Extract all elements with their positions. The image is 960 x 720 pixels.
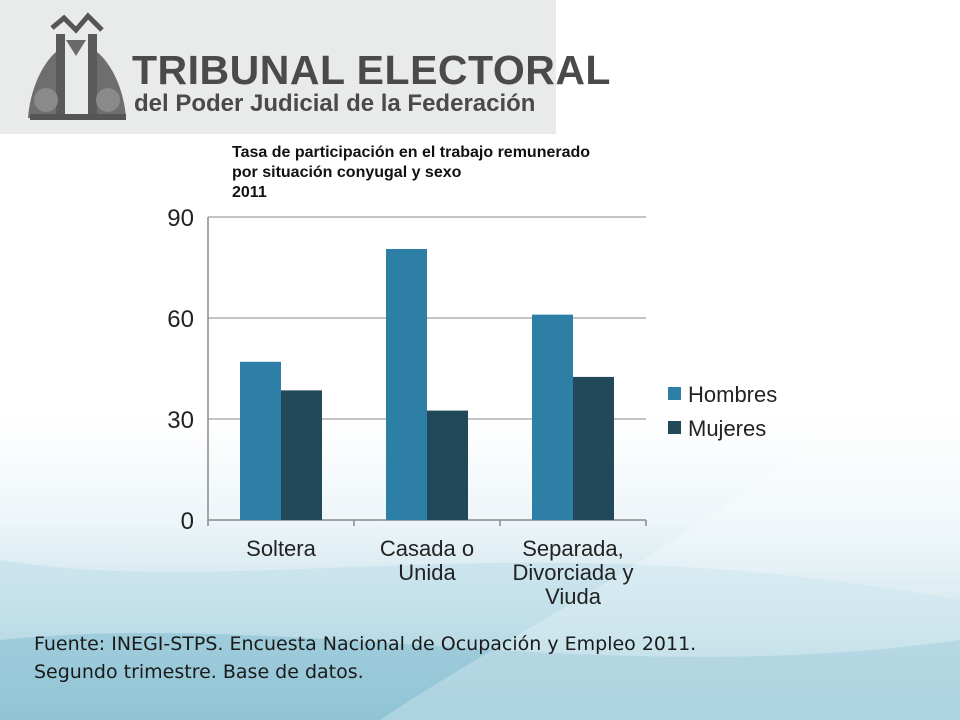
bar-mujeres — [281, 390, 322, 520]
logo-title: TRIBUNAL ELECTORAL — [132, 47, 611, 93]
tribunal-logo: TRIBUNAL ELECTORAL del Poder Judicial de… — [0, 0, 610, 134]
source-line: Segundo trimestre. Base de datos. — [34, 661, 364, 683]
x-category-label: Separada, — [522, 536, 624, 561]
scales-of-justice-emblem — [28, 12, 126, 120]
source-line: Fuente: INEGI-STPS. Encuesta Nacional de… — [34, 633, 697, 655]
chart-title-line: 2011 — [232, 184, 267, 201]
source-note: Fuente: INEGI-STPS. Encuesta Nacional de… — [34, 630, 934, 686]
chart-title: Tasa de participación en el trabajo remu… — [232, 143, 672, 203]
bar-hombres — [532, 314, 573, 520]
x-category-label: Unida — [398, 560, 456, 585]
chart-title-line: por situación conyugal y sexo — [232, 164, 462, 181]
chart-title-line: Tasa de participación en el trabajo remu… — [232, 144, 591, 161]
x-category-label: Viuda — [545, 584, 602, 609]
y-tick-label: 0 — [181, 508, 194, 535]
x-category-label: Divorciada y — [512, 560, 633, 585]
legend-label: Hombres — [688, 382, 777, 407]
legend-swatch — [668, 421, 681, 434]
bar-mujeres — [573, 376, 614, 520]
y-tick-label: 60 — [167, 306, 194, 333]
bar-hombres — [386, 248, 427, 520]
logo-subtitle: del Poder Judicial de la Federación — [134, 90, 536, 117]
x-category-label: Casada o — [380, 536, 474, 561]
legend-swatch — [668, 387, 681, 400]
legend-label: Mujeres — [688, 416, 766, 441]
y-tick-label: 90 — [167, 205, 194, 232]
y-tick-label: 30 — [167, 407, 194, 434]
x-category-label: Soltera — [246, 536, 316, 561]
bar-hombres — [240, 361, 281, 520]
bar-mujeres — [427, 410, 468, 520]
